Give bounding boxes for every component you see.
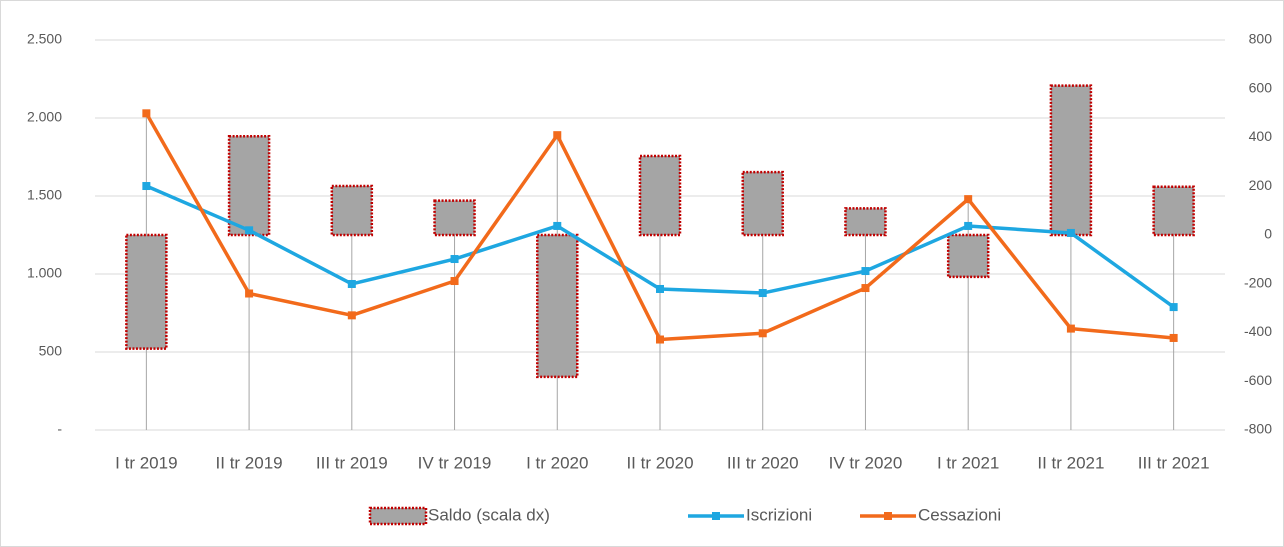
bar: [741, 170, 784, 237]
y2-tick-label: -600: [1244, 372, 1272, 388]
bar: [946, 233, 990, 279]
y2-tick-label: 600: [1249, 79, 1273, 95]
x-tick-label: I tr 2019: [115, 453, 177, 472]
x-tick-label: II tr 2020: [626, 453, 693, 472]
x-tick-label: I tr 2020: [526, 453, 588, 472]
bar: [227, 135, 271, 237]
x-tick-label: IV tr 2020: [829, 453, 903, 472]
y2-tick-label: 0: [1264, 226, 1272, 242]
marker: [553, 131, 562, 140]
marker: [861, 267, 870, 276]
bar: [1049, 84, 1093, 237]
y-tick-label: 1.500: [27, 187, 62, 203]
x-tick-label: II tr 2019: [216, 453, 283, 472]
marker: [656, 284, 664, 293]
marker: [1169, 333, 1178, 342]
y2-tick-label: 400: [1249, 128, 1273, 144]
legend-marker: [712, 512, 720, 520]
marker: [861, 284, 870, 293]
y-tick-label: 2.500: [27, 31, 62, 47]
marker: [142, 182, 151, 191]
marker: [1066, 324, 1075, 333]
legend-swatch: [368, 506, 428, 526]
marker: [656, 335, 664, 344]
marker: [1169, 303, 1178, 312]
marker: [347, 279, 356, 288]
y2-tick-label: 800: [1249, 31, 1273, 47]
legend-marker: [884, 512, 892, 520]
marker: [347, 311, 356, 320]
marker: [245, 289, 254, 298]
bar: [638, 154, 682, 237]
bar: [536, 233, 579, 379]
bar: [125, 233, 168, 350]
x-tick-label: III tr 2020: [727, 453, 799, 472]
marker: [450, 277, 459, 286]
bar: [1152, 185, 1195, 237]
marker: [245, 226, 254, 235]
marker: [758, 289, 767, 298]
legend-label: Iscrizioni: [746, 505, 812, 524]
x-tick-label: II tr 2021: [1037, 453, 1104, 472]
bar: [844, 207, 887, 237]
bar: [433, 199, 476, 237]
x-tick-label: I tr 2021: [937, 453, 999, 472]
marker: [553, 221, 562, 230]
y2-tick-label: -800: [1244, 421, 1272, 437]
marker: [964, 221, 973, 230]
x-tick-label: III tr 2019: [316, 453, 388, 472]
y-tick-label: -: [57, 421, 62, 437]
y2-tick-label: 200: [1249, 177, 1273, 193]
y-tick-label: 2.000: [27, 109, 62, 125]
legend-label: Saldo (scala dx): [428, 505, 550, 524]
legend-label: Cessazioni: [918, 505, 1001, 524]
y2-tick-label: -200: [1244, 274, 1272, 290]
y2-tick-label: -400: [1244, 323, 1272, 339]
bar: [330, 184, 374, 237]
x-tick-label: IV tr 2019: [418, 453, 492, 472]
x-tick-label: III tr 2021: [1138, 453, 1210, 472]
marker: [758, 329, 767, 338]
y-tick-label: 1.000: [27, 265, 62, 281]
marker: [142, 109, 151, 118]
y-tick-label: 500: [39, 343, 63, 359]
marker: [1066, 228, 1075, 237]
marker: [964, 195, 973, 204]
marker: [450, 255, 459, 264]
